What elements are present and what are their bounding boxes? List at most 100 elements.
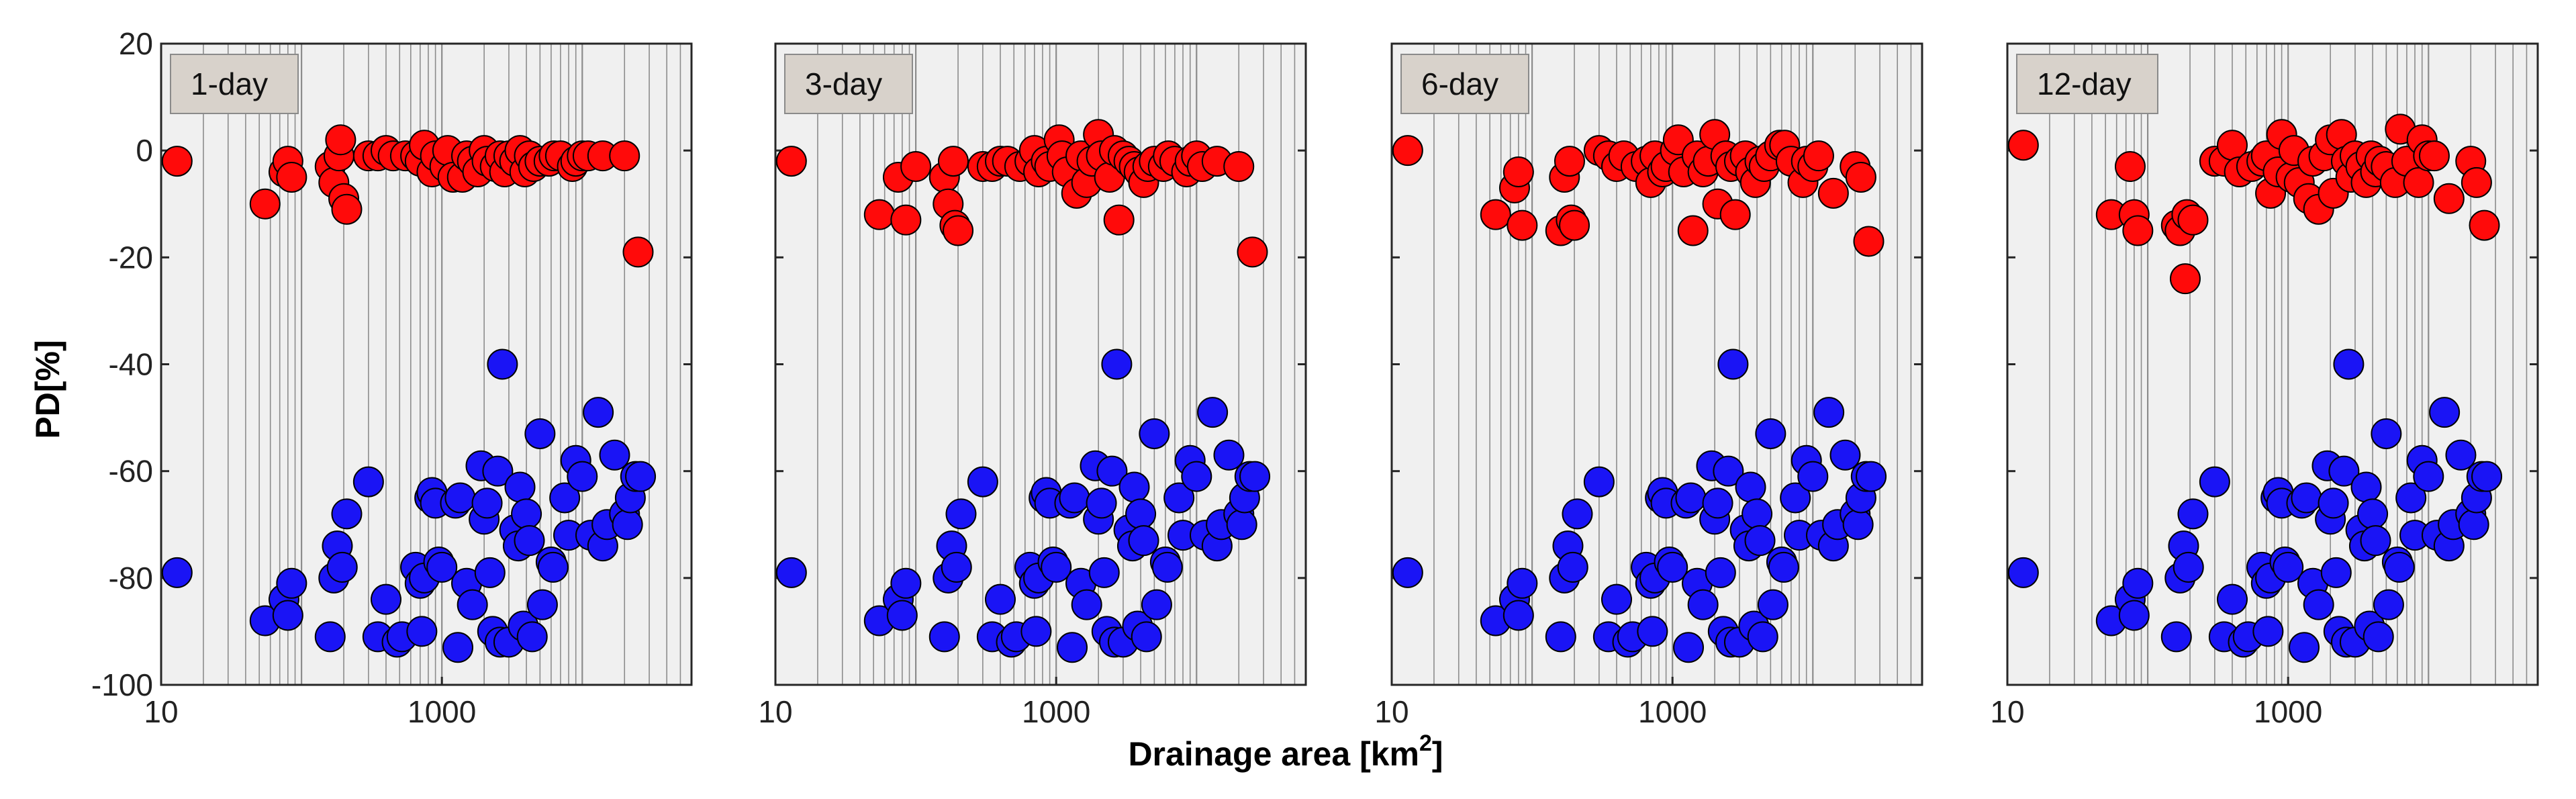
red-point	[863, 199, 895, 230]
red-point	[325, 124, 356, 156]
blue-point	[2328, 455, 2360, 487]
blue-point	[1768, 551, 1799, 583]
red-point	[2433, 183, 2465, 214]
blue-point	[2289, 632, 2320, 663]
panel-label-box	[1400, 54, 1529, 114]
blue-point	[444, 482, 476, 514]
blue-point	[2303, 589, 2334, 620]
blue-point	[1181, 461, 1212, 492]
blue-point	[2273, 551, 2304, 583]
blue-point	[1088, 557, 1120, 588]
blue-point	[161, 557, 193, 588]
red-point	[1480, 199, 1511, 230]
x-tick-label: 1000	[1022, 694, 1090, 729]
blue-point	[1717, 348, 1749, 380]
red-point	[775, 146, 807, 177]
blue-point	[1702, 487, 1733, 519]
blue-point	[457, 589, 488, 620]
panel-4: 10 1000 12-day	[1990, 42, 2539, 729]
blue-point	[482, 455, 514, 487]
red-point	[622, 236, 654, 268]
blue-point	[326, 551, 358, 583]
panel-label: 1-day	[191, 66, 268, 101]
blue-point	[567, 461, 598, 492]
y-tick-label: -60	[109, 454, 153, 489]
blue-point	[1713, 455, 1744, 487]
blue-point	[1392, 557, 1423, 588]
blue-point	[331, 498, 363, 530]
red-point	[2169, 263, 2201, 295]
blue-point	[1735, 471, 1766, 503]
blue-point	[524, 418, 556, 449]
blue-point	[1139, 418, 1170, 449]
x-tick-label: 1000	[1638, 694, 1707, 729]
blue-point	[2357, 498, 2389, 530]
x-tick-label: 1000	[408, 694, 476, 729]
blue-point	[2252, 616, 2284, 647]
blue-point	[1562, 498, 1593, 530]
y-tick-label: -40	[109, 347, 153, 382]
blue-point	[1086, 487, 1117, 519]
blue-point	[1780, 482, 1811, 514]
red-point	[161, 146, 193, 177]
blue-point	[1020, 616, 1052, 647]
blue-point	[1797, 461, 1829, 492]
x-axis-label: Drainage area [km2]	[1128, 731, 1443, 773]
blue-point	[504, 471, 536, 503]
blue-point	[2160, 621, 2192, 653]
x-tick-label: 10	[1990, 694, 2024, 729]
red-point	[1845, 161, 1876, 193]
panel-3: 10 1000 6-day	[1374, 42, 1923, 729]
blue-point	[2458, 509, 2489, 540]
blue-point	[1507, 567, 1538, 599]
blue-point	[2333, 348, 2365, 380]
blue-point	[612, 509, 643, 540]
blue-point	[984, 583, 1016, 615]
x-tick-label: 10	[758, 694, 792, 729]
panel-label: 3-day	[805, 66, 882, 101]
y-tick-label: -100	[91, 667, 153, 702]
blue-point	[1757, 589, 1788, 620]
blue-point	[1755, 418, 1786, 449]
blue-point	[537, 551, 569, 583]
blue-point	[1557, 551, 1588, 583]
blue-point	[1057, 632, 1088, 663]
blue-point	[1705, 557, 1736, 588]
blue-point	[276, 567, 307, 599]
red-point	[1223, 151, 1255, 183]
panel-label: 6-day	[1421, 66, 1498, 101]
blue-point	[511, 498, 542, 530]
blue-point	[1239, 461, 1271, 492]
blue-point	[1226, 509, 1257, 540]
blue-point	[1813, 397, 1845, 428]
blue-point	[2177, 498, 2209, 530]
red-point	[2418, 140, 2450, 172]
panel-label-box	[784, 54, 913, 114]
blue-point	[1041, 551, 1072, 583]
blue-point	[1687, 589, 1719, 620]
blue-point	[272, 600, 303, 631]
blue-point	[2383, 551, 2415, 583]
blue-point	[1829, 439, 1861, 471]
x-axis-label-end: ]	[1432, 735, 1443, 773]
blue-point	[1747, 621, 1778, 653]
red-point	[1392, 135, 1423, 167]
y-tick-label: 20	[119, 26, 153, 61]
blue-point	[2360, 525, 2391, 557]
red-point	[890, 204, 922, 236]
blue-point	[1125, 498, 1157, 530]
blue-point	[487, 348, 518, 380]
blue-point	[1059, 482, 1090, 514]
blue-point	[886, 600, 918, 631]
red-point	[1559, 209, 1590, 241]
blue-point	[1071, 589, 1102, 620]
blue-point	[426, 551, 458, 583]
panel-2: 10 1000 3-day	[758, 42, 1307, 729]
red-point	[2114, 151, 2146, 183]
blue-point	[370, 583, 401, 615]
x-tick-label: 1000	[2254, 694, 2322, 729]
blue-point	[890, 567, 922, 599]
